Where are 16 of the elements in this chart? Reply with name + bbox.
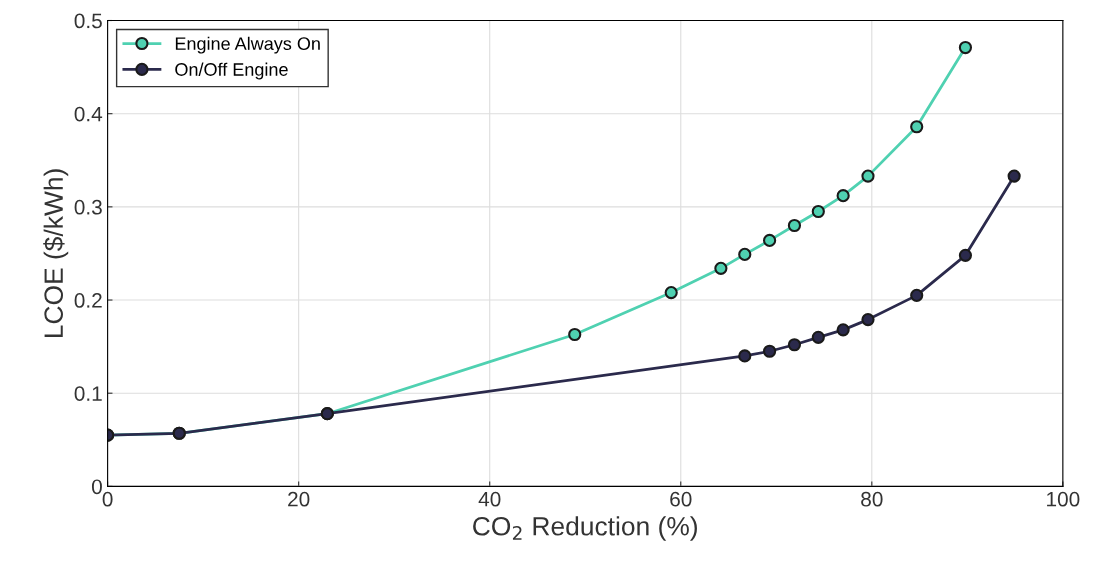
x-tick-label: 100 bbox=[1047, 491, 1080, 507]
x-tick-label: 20 bbox=[288, 491, 310, 507]
y-tick-label: 0.1 bbox=[74, 386, 102, 401]
y-axis-title: LCOE ($/kWh) bbox=[43, 169, 69, 338]
y-tick-label: 0.2 bbox=[74, 293, 102, 308]
x-tick-label: 0 bbox=[102, 491, 113, 507]
x-tick-label: 60 bbox=[670, 491, 692, 507]
y-tick-label: 0.5 bbox=[74, 13, 102, 29]
x-tick-label: 80 bbox=[861, 491, 883, 507]
legend-label: On/Off Engine bbox=[175, 62, 288, 80]
y-tick-label: 0.3 bbox=[74, 199, 102, 215]
x-tick-label: 40 bbox=[478, 491, 501, 507]
x-axis-title: CO$_{2}$ Reduction (%) bbox=[473, 516, 697, 541]
y-tick-label: 0.4 bbox=[74, 106, 103, 122]
legend-label: Engine Always On bbox=[175, 36, 320, 54]
y-tick-label: 0 bbox=[91, 479, 102, 495]
